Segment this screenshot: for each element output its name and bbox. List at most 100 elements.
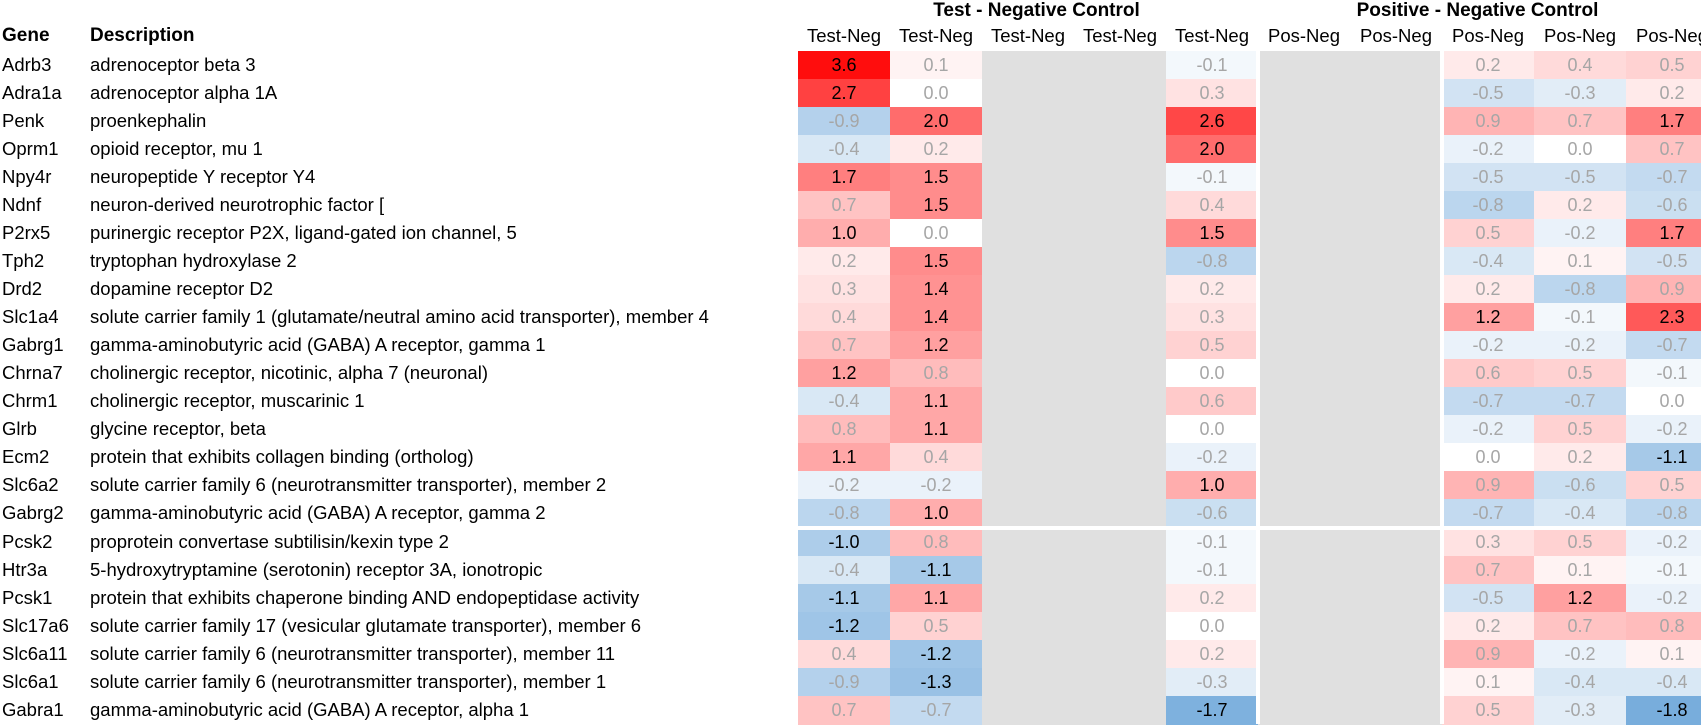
heatmap-cell: 1.5 bbox=[890, 163, 982, 193]
heatmap-cell: 1.2 bbox=[1534, 583, 1626, 613]
heatmap-cell: -0.2 bbox=[1442, 331, 1534, 361]
heatmap-cell: -0.5 bbox=[1442, 583, 1534, 613]
heatmap-cell: 0.7 bbox=[1534, 107, 1626, 137]
heatmap-cell: 2.0 bbox=[1166, 135, 1258, 165]
heatmap-cell: -1.7 bbox=[1166, 695, 1258, 725]
gene-name: Ndnf bbox=[2, 194, 42, 216]
empty-cell bbox=[1074, 611, 1166, 641]
heatmap-cell: 0.2 bbox=[890, 135, 982, 165]
heatmap-cell: 0.2 bbox=[1534, 443, 1626, 473]
gene-description: protein that exhibits collagen binding (… bbox=[90, 446, 474, 468]
heatmap-cell: 1.1 bbox=[798, 443, 890, 473]
empty-cell bbox=[1258, 527, 1350, 557]
column-header: Pos-Neg bbox=[1636, 25, 1701, 46]
heatmap-cell: 0.0 bbox=[1442, 443, 1534, 473]
heatmap-cell: -1.3 bbox=[890, 667, 982, 697]
empty-cell bbox=[1258, 471, 1350, 501]
empty-cell bbox=[1074, 387, 1166, 417]
heatmap-cell: -0.2 bbox=[1626, 415, 1701, 445]
heatmap-cell: 1.0 bbox=[890, 499, 982, 529]
heatmap-cell: -1.1 bbox=[890, 555, 982, 585]
empty-cell bbox=[982, 695, 1074, 725]
gene-name: Chrna7 bbox=[2, 362, 63, 384]
heatmap-cell: 0.5 bbox=[1534, 359, 1626, 389]
heatmap-cell: -0.2 bbox=[1166, 443, 1258, 473]
empty-cell bbox=[1074, 275, 1166, 305]
gene-description: gamma-aminobutyric acid (GABA) A recepto… bbox=[90, 698, 530, 720]
heatmap-cell: -0.4 bbox=[798, 135, 890, 165]
heatmap-cell: 0.5 bbox=[1626, 471, 1701, 501]
empty-cell bbox=[1074, 219, 1166, 249]
empty-cell bbox=[1258, 163, 1350, 193]
empty-cell bbox=[982, 163, 1074, 193]
empty-cell bbox=[1074, 415, 1166, 445]
empty-cell bbox=[1350, 387, 1442, 417]
heatmap-cell: -0.9 bbox=[798, 667, 890, 697]
heatmap-cell: 0.8 bbox=[798, 415, 890, 445]
empty-cell bbox=[1074, 135, 1166, 165]
gene-name: P2rx5 bbox=[2, 222, 51, 244]
empty-cell bbox=[1258, 583, 1350, 613]
empty-cell bbox=[1350, 471, 1442, 501]
empty-cell bbox=[982, 443, 1074, 473]
heatmap-cell: 0.9 bbox=[1442, 471, 1534, 501]
gene-description: neuron-derived neurotrophic factor [ bbox=[90, 194, 385, 216]
heatmap-cell: -1.2 bbox=[890, 639, 982, 669]
heatmap-cell: 0.0 bbox=[1534, 135, 1626, 165]
empty-cell bbox=[1074, 471, 1166, 501]
gene-name: Adrb3 bbox=[2, 54, 52, 75]
heatmap-cell: -0.2 bbox=[1626, 583, 1701, 613]
heatmap-cell: 0.7 bbox=[798, 331, 890, 361]
heatmap-cell: 1.1 bbox=[890, 415, 982, 445]
gene-name: Ecm2 bbox=[2, 446, 50, 468]
empty-cell bbox=[1350, 415, 1442, 445]
heatmap-cell: 1.0 bbox=[1166, 471, 1258, 501]
gene-description: solute carrier family 17 (vesicular glut… bbox=[90, 614, 642, 636]
gene-description: cholinergic receptor, muscarinic 1 bbox=[90, 390, 365, 412]
heatmap-cell: -0.4 bbox=[798, 387, 890, 417]
gene-name: Npy4r bbox=[2, 166, 52, 188]
heatmap-cell: 0.2 bbox=[1534, 191, 1626, 221]
gene-description: solute carrier family 6 (neurotransmitte… bbox=[90, 670, 607, 692]
group-header-test: Test - Negative Control bbox=[933, 0, 1140, 21]
empty-cell bbox=[1350, 219, 1442, 249]
gene-name: Pcsk2 bbox=[2, 530, 53, 552]
heatmap-cell: -0.2 bbox=[798, 471, 890, 501]
empty-cell bbox=[982, 303, 1074, 333]
empty-cell bbox=[1258, 79, 1350, 109]
heatmap-cell: 0.0 bbox=[1166, 611, 1258, 641]
empty-cell bbox=[982, 527, 1074, 557]
heatmap-cell: -0.6 bbox=[1166, 499, 1258, 529]
empty-cell bbox=[1074, 443, 1166, 473]
empty-cell bbox=[1074, 51, 1166, 80]
heatmap-cell: 1.1 bbox=[890, 583, 982, 613]
gene-name: Pcsk1 bbox=[2, 586, 53, 608]
empty-cell bbox=[1350, 527, 1442, 557]
heatmap-cell: 2.0 bbox=[890, 107, 982, 137]
gene-description: gamma-aminobutyric acid (GABA) A recepto… bbox=[90, 334, 546, 356]
heatmap-cell: 0.4 bbox=[798, 303, 890, 333]
heatmap-cell: 0.3 bbox=[1166, 79, 1258, 109]
heatmap-cell: -0.3 bbox=[1534, 79, 1626, 109]
heatmap-cell: -0.5 bbox=[1442, 79, 1534, 109]
empty-cell bbox=[1350, 79, 1442, 109]
heatmap-cell: 0.2 bbox=[1442, 611, 1534, 641]
empty-cell bbox=[1350, 303, 1442, 333]
heatmap-cell: -0.1 bbox=[1626, 555, 1701, 585]
empty-cell bbox=[982, 387, 1074, 417]
heatmap-cell: -1.8 bbox=[1626, 695, 1701, 725]
gene-description: adrenoceptor beta 3 bbox=[90, 54, 256, 75]
empty-cell bbox=[1350, 695, 1442, 725]
empty-cell bbox=[982, 359, 1074, 389]
heatmap-cell: 0.5 bbox=[1442, 695, 1534, 725]
heatmap-cell: -1.1 bbox=[798, 583, 890, 613]
group-header-positive: Positive - Negative Control bbox=[1356, 0, 1599, 21]
empty-cell bbox=[1258, 695, 1350, 725]
gene-description: solute carrier family 1 (glutamate/neutr… bbox=[90, 306, 709, 328]
heatmap-cell: 0.3 bbox=[1442, 527, 1534, 557]
heatmap-cell: -0.2 bbox=[1534, 219, 1626, 249]
heatmap-cell: 1.7 bbox=[798, 163, 890, 193]
gene-description: 5-hydroxytryptamine (serotonin) receptor… bbox=[90, 558, 543, 580]
empty-cell bbox=[1258, 219, 1350, 249]
gene-description: solute carrier family 6 (neurotransmitte… bbox=[90, 642, 616, 664]
